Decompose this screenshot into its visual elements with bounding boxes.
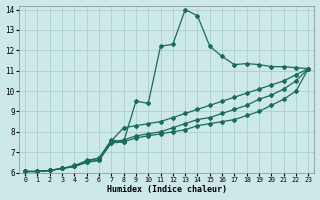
X-axis label: Humidex (Indice chaleur): Humidex (Indice chaleur) bbox=[107, 185, 227, 194]
